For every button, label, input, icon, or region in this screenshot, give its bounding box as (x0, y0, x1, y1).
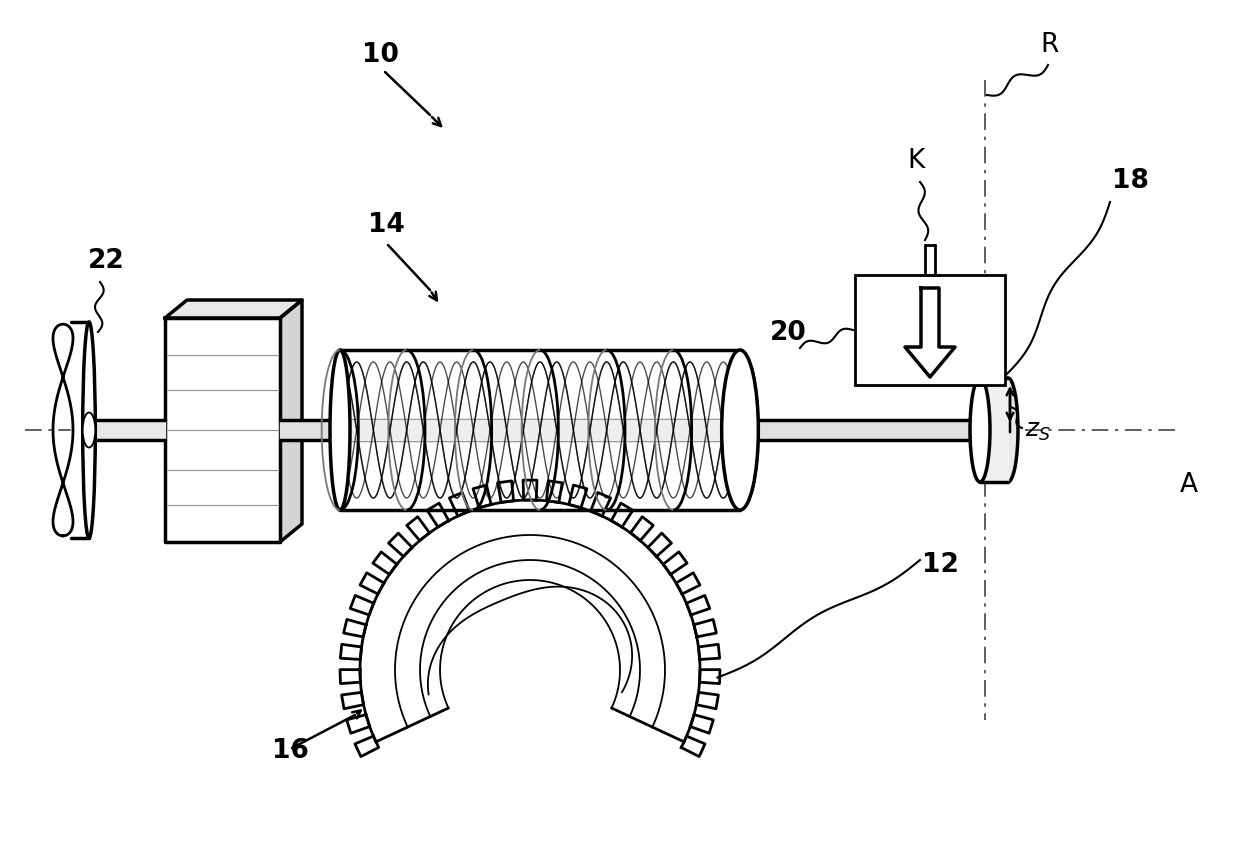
Polygon shape (373, 552, 397, 574)
Polygon shape (630, 517, 653, 540)
Polygon shape (687, 595, 709, 615)
Polygon shape (663, 552, 687, 574)
Polygon shape (497, 481, 513, 502)
Polygon shape (611, 503, 632, 527)
Bar (856, 275, 1004, 385)
Polygon shape (676, 573, 699, 594)
Polygon shape (647, 533, 671, 556)
Ellipse shape (998, 378, 1018, 482)
Text: 10: 10 (362, 42, 399, 68)
Polygon shape (340, 420, 740, 440)
Polygon shape (360, 573, 384, 594)
Polygon shape (699, 670, 720, 684)
Polygon shape (590, 492, 610, 516)
Text: K: K (906, 148, 924, 174)
Text: 22: 22 (88, 248, 125, 274)
Text: R: R (1040, 32, 1059, 58)
Polygon shape (694, 619, 717, 637)
Polygon shape (905, 288, 955, 377)
Polygon shape (427, 503, 449, 527)
Text: z$_\mathregular{S}$: z$_\mathregular{S}$ (1025, 419, 1052, 443)
Polygon shape (360, 500, 701, 742)
Polygon shape (165, 300, 303, 318)
Polygon shape (523, 480, 537, 500)
Polygon shape (340, 645, 362, 660)
Polygon shape (355, 736, 378, 756)
Polygon shape (697, 692, 718, 709)
Polygon shape (280, 300, 303, 542)
Polygon shape (280, 420, 332, 440)
Polygon shape (569, 485, 587, 508)
Polygon shape (681, 736, 706, 756)
Ellipse shape (330, 350, 350, 510)
Polygon shape (87, 420, 165, 440)
Text: 14: 14 (368, 212, 404, 238)
Polygon shape (449, 492, 470, 516)
Ellipse shape (970, 378, 990, 482)
Polygon shape (342, 692, 363, 709)
Polygon shape (388, 533, 412, 556)
Text: 12: 12 (923, 552, 959, 578)
Polygon shape (340, 670, 361, 684)
Polygon shape (347, 715, 370, 734)
Text: A: A (1180, 472, 1198, 498)
Ellipse shape (83, 322, 95, 538)
Polygon shape (698, 645, 719, 660)
Ellipse shape (83, 412, 95, 447)
Polygon shape (343, 619, 366, 637)
Text: 18: 18 (1112, 168, 1149, 194)
Polygon shape (472, 485, 491, 508)
Polygon shape (547, 481, 562, 502)
Polygon shape (71, 322, 89, 538)
Polygon shape (980, 378, 1008, 482)
Text: 16: 16 (272, 738, 309, 764)
Polygon shape (691, 715, 713, 734)
Polygon shape (165, 318, 280, 542)
Polygon shape (740, 420, 1008, 440)
Ellipse shape (722, 350, 759, 510)
Polygon shape (350, 595, 373, 615)
Polygon shape (407, 517, 429, 540)
Text: 20: 20 (770, 320, 807, 346)
